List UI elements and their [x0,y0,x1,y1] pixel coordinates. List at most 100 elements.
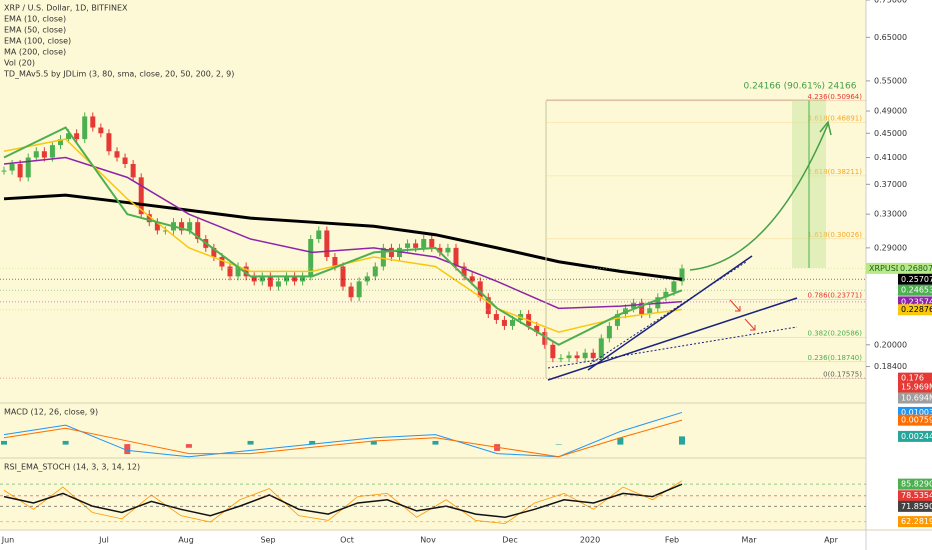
macd-badge [898,406,932,418]
candle-body [590,352,596,359]
fib-label: 0.382(0.20586) [808,329,863,337]
time-label: Sep [260,536,275,545]
time-label: Nov [420,536,436,545]
candle-body [477,281,483,298]
macd-badge-text: 0.00759 [901,416,932,425]
fib-label: 1.618(0.30026) [808,231,863,239]
price-badge-text: 0.176 [901,374,924,383]
candle-body [397,247,402,258]
candle-body [445,247,451,253]
candle-body [49,145,55,158]
macd-histogram [432,440,439,445]
candle-body [259,276,265,282]
fib-label: 3.618(0.46891) [808,115,863,123]
candle-body [219,257,225,267]
candle-body [187,222,193,231]
candle-body [437,247,443,253]
candle-body [227,266,233,277]
candle-body [324,230,330,258]
macd-histogram [62,440,69,445]
volume-badge [898,392,932,404]
macd-signal [3,419,683,458]
macd-badge-text: 0.00244 [901,432,932,441]
candle-body [550,344,556,359]
candle-body [663,291,669,298]
time-label: Oct [340,536,354,545]
candle-body [332,257,338,267]
rsi-badge [898,490,932,502]
time-label: Dec [502,536,517,545]
price-badge-text: 0.26807 [900,264,932,273]
candle-body [195,222,201,240]
candle-body [146,214,152,223]
trendline [547,297,798,381]
candle-body [41,151,47,158]
candle-body [510,319,515,326]
symbol: XRP / U.S. Dollar, 1D, BITFINEX [4,4,128,13]
price-badge [898,262,932,274]
price-tick-label: 0.65000 [874,33,907,42]
candle-body [485,297,491,315]
volume-badge-text: 15.969M [901,383,932,392]
candle-body [316,230,322,240]
price-badge [898,273,932,285]
down-arrow [744,318,756,331]
time-label: Mar [741,536,757,545]
study-label: EMA (50, close) [4,26,66,35]
candle-body [598,338,604,359]
price-tick-label: 0.33000 [874,210,907,219]
candle-body [421,239,427,248]
candle-body [267,276,273,287]
macd-histogram [1,440,7,445]
rsi-badge-text: 62.2819 [901,517,932,526]
price-badge [898,284,932,296]
candle-body [356,281,362,298]
candle-body [275,281,281,287]
macd-histogram [124,444,131,455]
price-tick-label: 0.49000 [874,107,907,116]
fib-label: 0.786(0.23771) [808,292,863,300]
candle-body [82,116,88,140]
trendline-dotted [589,261,747,365]
candle-body [106,133,112,152]
moving-average [3,126,683,346]
volume-badge-text: 10.694M [901,394,932,403]
rsi-badge [898,478,932,490]
candle-body [461,266,467,277]
candle-body [671,281,677,292]
symbol-badge [866,262,898,274]
candle-body [138,177,144,215]
candle-body [380,247,386,267]
time-label: Jun [1,536,15,545]
candle-body [211,247,217,258]
candle-body [639,302,645,315]
macd-histogram [247,440,254,445]
candle-body [90,116,96,128]
down-arrow [729,299,741,312]
macd-macd [3,411,683,458]
rsi-badge [898,500,932,512]
study-label: EMA (100, close) [4,37,71,46]
time-label: Aug [178,536,194,545]
candle-body [300,276,306,282]
candle-body [122,157,128,164]
candle-body [308,239,314,277]
candle-body [243,266,249,277]
price-tick-label: 0.20000 [874,340,907,349]
fib-label: 0.236(0.18740) [808,354,863,362]
macd-badge-text: 0.01003 [901,408,932,417]
price-tick-label: 0.75000 [874,0,907,5]
macd-histogram [617,437,624,445]
candle-body [372,266,378,277]
macd-histogram [185,444,192,448]
candle-body [25,157,31,178]
time-label: Jul [98,536,109,545]
candle-body [501,319,507,326]
price-badge [898,372,932,384]
candle-body [1,170,7,172]
macd-title: MACD (12, 26, close, 9) [4,408,98,417]
candle-body [566,355,572,359]
candle-body [66,133,72,140]
price-badge [898,296,932,308]
